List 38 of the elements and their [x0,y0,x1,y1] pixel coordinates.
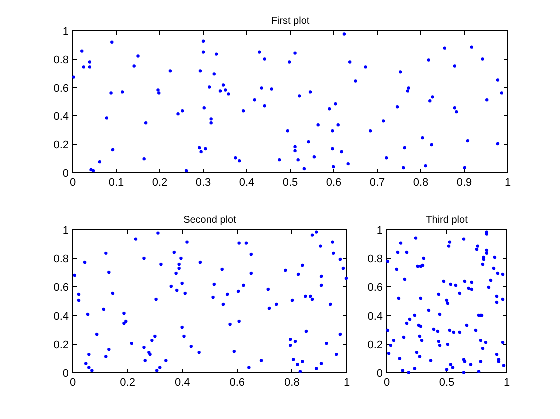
x-tick-label: 0.4 [239,177,255,189]
x-tick-label: 1 [504,177,512,189]
y-tick-label: 0.2 [368,339,383,352]
x-tick-label: 0.5 [439,377,455,389]
y-tick-label: 0.8 [54,54,69,66]
y-tick-label: 0.6 [54,282,69,294]
chart-title: Second plot [184,215,237,226]
x-tick-label: 0.3 [196,177,212,189]
y-tick-label: 0.8 [54,254,69,266]
x-tick-label: 0.2 [120,377,136,389]
y-tick-label: 0.4 [368,310,383,323]
y-tick-label: 0.6 [368,282,383,294]
x-tick-label: 0.2 [152,177,168,189]
chart-title: First plot [271,16,310,27]
x-tick-label: 0.6 [230,377,246,389]
y-tick-label: 0.2 [54,339,69,352]
y-tick-label: 0.4 [54,310,69,323]
y-tick-label: 0.6 [54,82,69,95]
y-tick-label: 0.8 [368,254,383,266]
y-tick-label: 0.2 [54,140,69,152]
x-tick-label: 0.6 [326,177,342,189]
y-tick-label: 1 [62,225,69,237]
chart-title: Third plot [426,215,468,226]
x-tick-label: 0.1 [108,177,124,189]
x-tick-label: 0.8 [284,377,300,389]
y-tick-label: 0 [62,368,69,380]
x-tick-label: 1 [504,377,510,389]
y-tick-label: 0 [62,168,69,180]
y-tick-label: 1 [62,26,69,38]
x-tick-label: 0.7 [370,177,386,189]
x-tick-label: 1 [344,377,350,389]
x-tick-label: 0.4 [174,377,190,389]
x-tick-label: 0.8 [413,177,429,189]
y-tick-label: 0.4 [54,111,69,124]
x-tick-label: 0.9 [456,177,472,189]
x-tick-label: 0.5 [282,177,298,189]
y-tick-label: 1 [376,225,383,237]
y-tick-label: 0 [376,368,383,380]
